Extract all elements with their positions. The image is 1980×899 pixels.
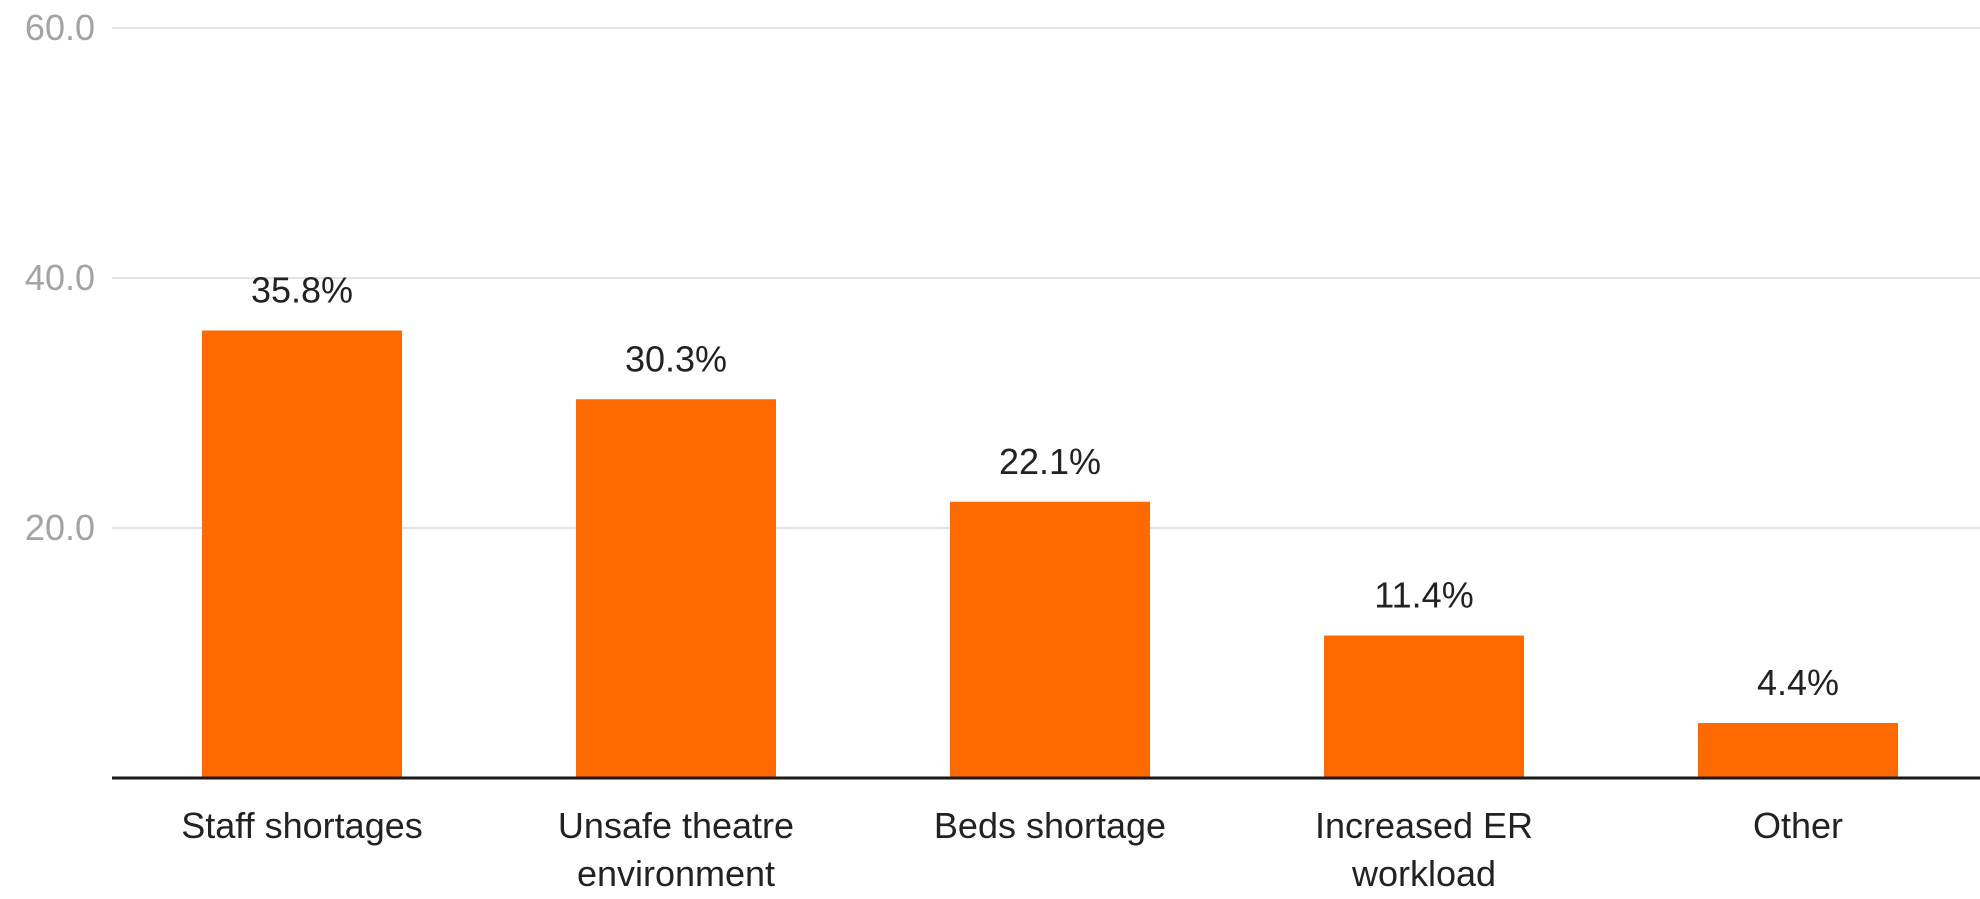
category-label-0-line-0: Staff shortages [181, 805, 423, 846]
category-label-0: Staff shortages [181, 805, 423, 846]
bar-2 [950, 501, 1150, 778]
category-label-3: Increased ER workload [1315, 805, 1533, 894]
category-label-1: Unsafe theatre environment [558, 805, 794, 894]
y-axis-tick-labels: 20.0 40.0 60.0 [25, 7, 95, 548]
category-label-1-line-1: environment [577, 853, 775, 894]
x-axis-category-labels: Staff shortages Unsafe theatre environment… [181, 805, 1843, 894]
category-label-3-line-1: workload [1351, 853, 1496, 894]
category-label-1-line-0: Unsafe theatre [558, 805, 794, 846]
y-tick-label-0: 20.0 [25, 507, 95, 548]
category-label-3-line-0: Increased ER [1315, 805, 1533, 846]
value-label-2: 22.1% [999, 441, 1101, 482]
bar-1 [576, 399, 776, 778]
value-label-4: 4.4% [1757, 662, 1839, 703]
bar-0 [202, 330, 402, 778]
bar-3 [1324, 635, 1524, 778]
bar-4 [1698, 723, 1898, 778]
y-tick-label-1: 40.0 [25, 257, 95, 298]
value-label-0: 35.8% [251, 270, 353, 311]
category-label-2: Beds shortage [934, 805, 1166, 846]
value-label-3: 11.4% [1374, 575, 1473, 616]
bars [202, 330, 1898, 778]
category-label-2-line-0: Beds shortage [934, 805, 1166, 846]
y-tick-label-2: 60.0 [25, 7, 95, 48]
category-label-4-line-0: Other [1753, 805, 1843, 846]
category-label-4: Other [1753, 805, 1843, 846]
value-labels: 35.8% 30.3% 22.1% 11.4% 4.4% [251, 270, 1839, 704]
value-label-1: 30.3% [625, 338, 727, 379]
